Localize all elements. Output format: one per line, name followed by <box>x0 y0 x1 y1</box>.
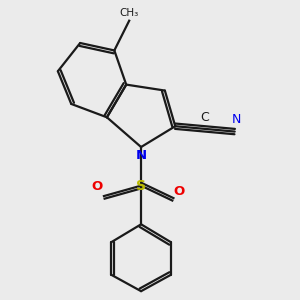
Text: S: S <box>136 179 146 193</box>
Text: O: O <box>173 184 184 198</box>
Text: C: C <box>201 111 209 124</box>
Text: N: N <box>232 113 241 126</box>
Text: O: O <box>92 180 103 193</box>
Text: N: N <box>136 149 147 162</box>
Text: CH₃: CH₃ <box>120 8 139 18</box>
